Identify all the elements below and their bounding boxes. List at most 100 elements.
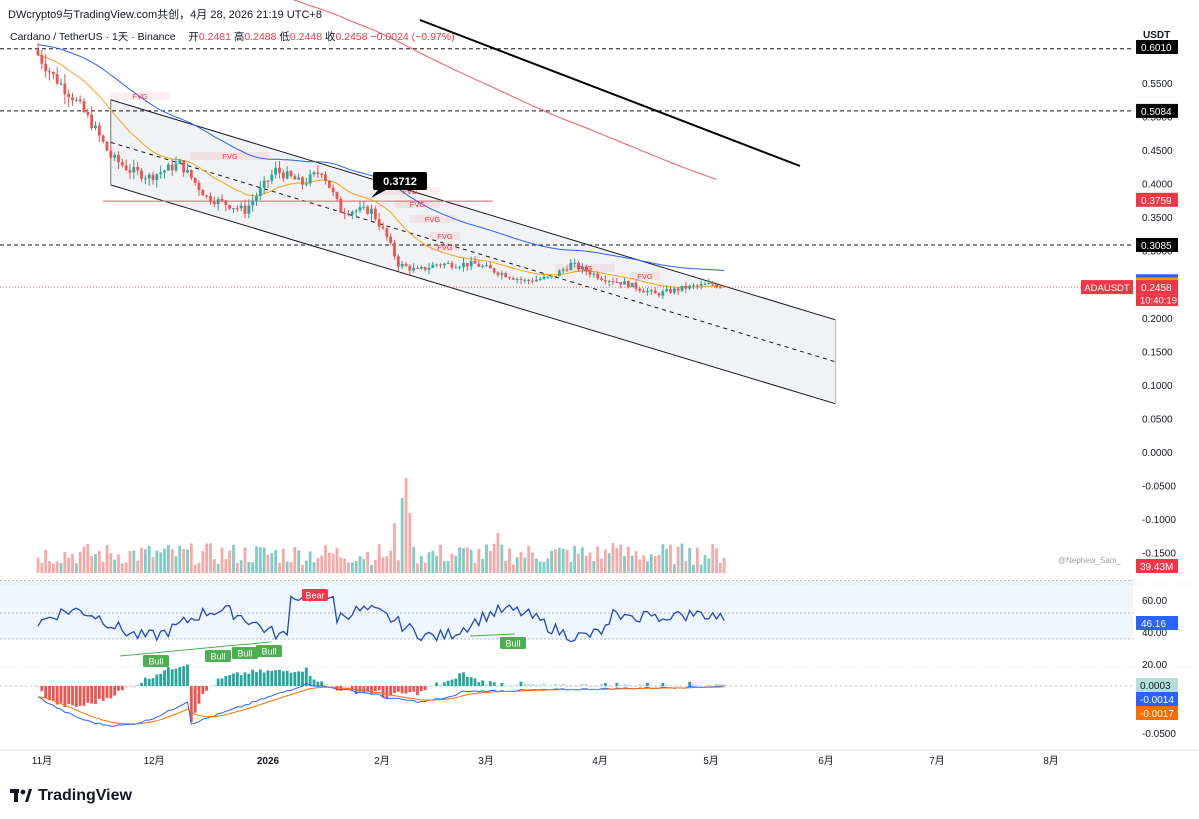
macd-histogram-bar bbox=[216, 678, 220, 686]
price-axis-label-bg bbox=[1136, 103, 1178, 118]
volume-bar bbox=[235, 562, 239, 573]
volume-bar bbox=[511, 564, 515, 573]
candle-body bbox=[393, 242, 396, 257]
macd-histogram-bar bbox=[262, 672, 266, 686]
candle bbox=[186, 163, 189, 174]
candle-body bbox=[661, 291, 665, 296]
candle-body bbox=[515, 278, 519, 280]
candle bbox=[366, 205, 370, 215]
volume-bar bbox=[320, 555, 324, 573]
fvg-zone: FVG bbox=[630, 272, 660, 281]
candle-body bbox=[327, 180, 331, 188]
candle bbox=[247, 199, 251, 219]
candle-body bbox=[573, 262, 577, 264]
candle-body bbox=[500, 273, 504, 275]
tradingview-logo[interactable]: TradingView bbox=[10, 787, 132, 805]
fvg-box bbox=[430, 243, 460, 251]
macd-histogram-bar bbox=[477, 682, 481, 686]
candle-body bbox=[630, 282, 634, 288]
candle bbox=[124, 159, 128, 172]
volume-bar bbox=[251, 562, 255, 573]
candle-body bbox=[251, 200, 255, 206]
macd-histogram-bar bbox=[59, 686, 63, 703]
candle-body bbox=[423, 267, 427, 270]
macd-histogram-bar bbox=[143, 677, 147, 686]
candle bbox=[462, 257, 465, 272]
volume-bar bbox=[454, 555, 458, 573]
volume-bar bbox=[182, 549, 186, 573]
volume-bar bbox=[611, 543, 615, 573]
candle-body bbox=[174, 163, 178, 171]
macd-histogram-bar bbox=[373, 686, 377, 692]
candle bbox=[140, 167, 143, 182]
macd-signal-line bbox=[37, 686, 725, 725]
macd-histogram-bar bbox=[163, 670, 166, 686]
candle-body bbox=[646, 291, 649, 293]
candle-body bbox=[82, 101, 86, 112]
candle-body bbox=[113, 154, 117, 158]
volume-bar bbox=[74, 563, 78, 573]
candle-body bbox=[496, 272, 500, 275]
candle-body bbox=[680, 285, 684, 291]
candle bbox=[281, 169, 285, 183]
candle-body bbox=[657, 293, 661, 296]
price-axis-label-text: 0.3759 bbox=[1141, 196, 1172, 207]
signal-label-text: Bull bbox=[261, 647, 276, 657]
volume-bar bbox=[695, 547, 699, 573]
candle-body bbox=[538, 279, 542, 281]
currency-label[interactable]: USDT bbox=[1143, 30, 1171, 41]
volume-bar bbox=[335, 548, 339, 573]
candle-body bbox=[623, 281, 626, 285]
candle-body bbox=[672, 288, 676, 293]
candle-body bbox=[684, 285, 688, 289]
volume-bar bbox=[669, 544, 672, 573]
time-axis-tick: 12月 bbox=[143, 755, 164, 767]
low-value: 0.2448 bbox=[289, 31, 323, 43]
macd-histogram-bar bbox=[285, 670, 289, 686]
bull-signal-label: Bull bbox=[256, 645, 282, 657]
price-axis-label-text: 0.6010 bbox=[1141, 43, 1172, 54]
volume-bar bbox=[308, 551, 312, 573]
open-value: 0.2481 bbox=[198, 31, 231, 43]
volume-bar bbox=[657, 554, 661, 573]
candle-body bbox=[462, 263, 465, 267]
macd-histogram-bar bbox=[140, 682, 143, 686]
macd-histogram-bar bbox=[316, 681, 320, 686]
macd-histogram-bar bbox=[626, 684, 630, 686]
macd-histogram-bar bbox=[147, 678, 151, 686]
candle-body bbox=[542, 276, 546, 280]
symbol-name[interactable]: Cardano / TetherUS · 1天 · Binance bbox=[10, 31, 176, 43]
candle-body bbox=[634, 282, 638, 289]
macd-histogram-bar bbox=[182, 665, 186, 686]
macd-histogram-bar bbox=[170, 669, 174, 686]
volume-bar bbox=[496, 533, 500, 573]
candle-body bbox=[534, 279, 538, 282]
candle bbox=[500, 270, 504, 280]
candle-body bbox=[600, 278, 603, 281]
volume-bar bbox=[722, 558, 726, 573]
candle-body bbox=[596, 273, 600, 279]
volume-bar bbox=[515, 557, 519, 573]
volume-bar bbox=[216, 563, 220, 573]
volume-bar bbox=[465, 547, 469, 573]
candle bbox=[182, 160, 186, 177]
candle-body bbox=[408, 266, 412, 271]
macd-value-label-text: -0.0017 bbox=[1140, 709, 1174, 720]
volume-bar bbox=[688, 548, 692, 573]
macd-histogram-bar bbox=[454, 678, 458, 686]
macd-histogram-bar bbox=[220, 678, 224, 686]
macd-histogram-bar bbox=[308, 676, 312, 686]
candle bbox=[235, 205, 239, 212]
volume-bar bbox=[389, 550, 393, 573]
macd-histogram-bar bbox=[508, 685, 511, 686]
candle bbox=[672, 286, 676, 295]
macd-histogram-bar bbox=[94, 686, 97, 704]
macd-histogram-bar bbox=[255, 672, 258, 686]
candle-body bbox=[427, 267, 431, 270]
candle bbox=[669, 286, 672, 295]
candle-body bbox=[182, 160, 186, 173]
candle bbox=[642, 288, 646, 293]
candle-body bbox=[519, 278, 523, 280]
candle bbox=[665, 285, 669, 293]
